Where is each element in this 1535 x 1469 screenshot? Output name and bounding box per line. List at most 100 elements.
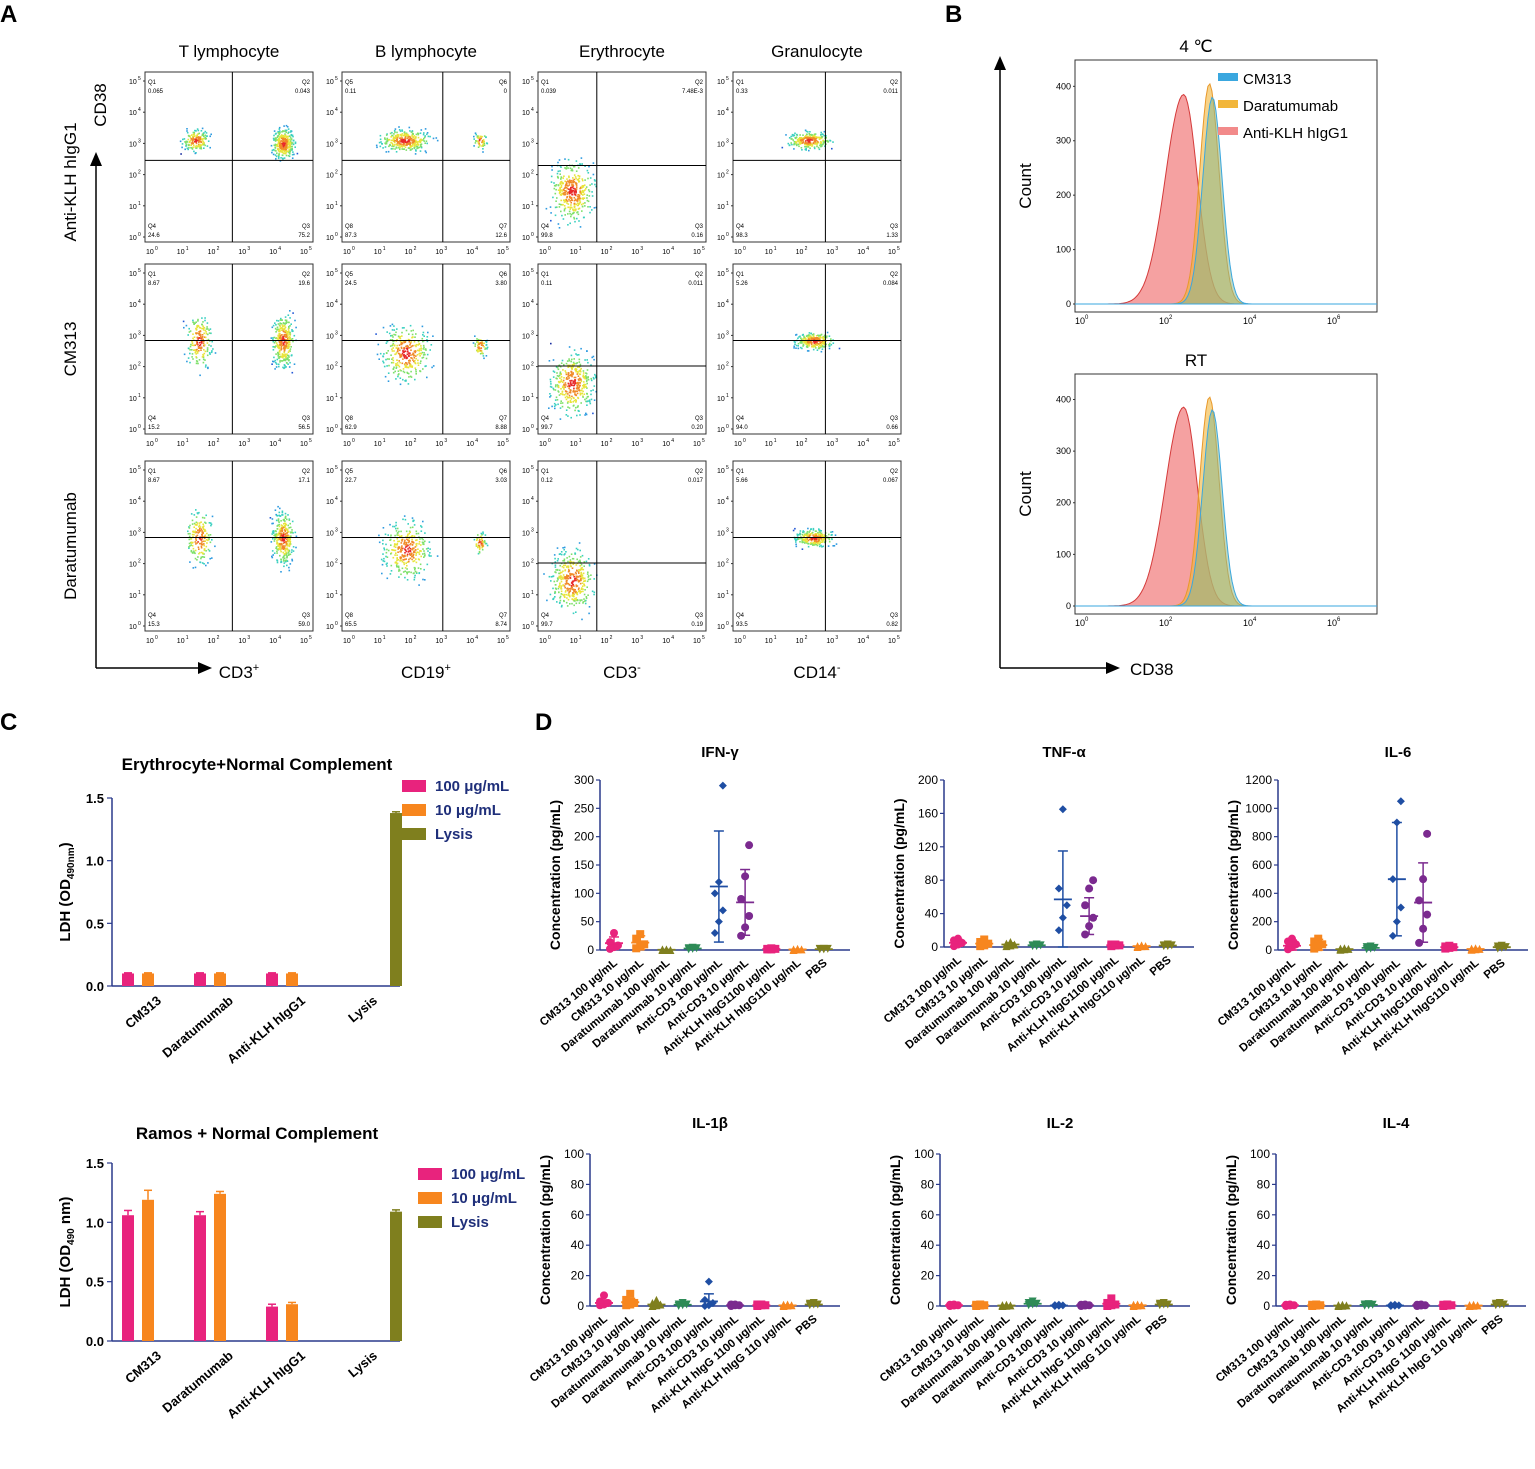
event-dot bbox=[201, 336, 204, 338]
event-dot bbox=[179, 140, 182, 143]
event-dot bbox=[290, 149, 292, 151]
event-dot bbox=[202, 338, 204, 341]
event-dot bbox=[587, 378, 590, 381]
event-dot bbox=[581, 585, 584, 587]
event-dot bbox=[278, 151, 281, 153]
event-dot bbox=[291, 371, 294, 374]
event-dot bbox=[195, 141, 197, 143]
event-dot bbox=[417, 344, 420, 346]
event-dot bbox=[411, 130, 414, 132]
event-dot bbox=[192, 530, 194, 533]
event-dot bbox=[287, 143, 289, 145]
event-dot bbox=[275, 132, 277, 135]
event-dot bbox=[483, 357, 485, 360]
event-dot bbox=[276, 319, 278, 322]
event-dot bbox=[385, 555, 387, 558]
event-dot bbox=[554, 566, 557, 568]
event-dot bbox=[568, 594, 571, 597]
event-dot bbox=[390, 354, 392, 356]
quadrant-value: 0.66 bbox=[886, 425, 898, 431]
event-dot bbox=[202, 134, 204, 136]
y-tick-base: 10 bbox=[522, 593, 530, 600]
quadrant-value: 22.7 bbox=[345, 478, 357, 484]
x-tick-exp: 5 bbox=[309, 438, 312, 444]
row-label: Daratumumab bbox=[61, 492, 80, 600]
event-dot bbox=[560, 378, 563, 381]
event-dot bbox=[806, 530, 809, 533]
event-dot bbox=[284, 552, 287, 555]
event-dot bbox=[582, 191, 585, 194]
event-dot bbox=[587, 576, 590, 578]
event-dot bbox=[287, 531, 290, 533]
event-dot bbox=[577, 204, 579, 207]
event-dot bbox=[192, 567, 195, 569]
event-dot bbox=[403, 542, 406, 544]
event-dot bbox=[410, 365, 412, 367]
event-dot bbox=[286, 342, 289, 344]
event-dot bbox=[398, 353, 401, 355]
x-tick-exp: 4 bbox=[475, 635, 478, 641]
event-dot bbox=[275, 337, 277, 340]
event-dot bbox=[804, 135, 806, 138]
event-dot bbox=[396, 135, 398, 137]
x-tick-base: 10 bbox=[405, 638, 413, 645]
event-dot bbox=[281, 525, 284, 527]
event-dot bbox=[410, 357, 412, 359]
event-dot bbox=[410, 131, 413, 133]
event-dot bbox=[407, 372, 410, 375]
event-dot bbox=[588, 165, 590, 168]
x-tick-base: 10 bbox=[238, 249, 246, 256]
event-dot bbox=[805, 149, 807, 151]
event-dot bbox=[477, 552, 480, 555]
event-dot bbox=[407, 551, 410, 553]
event-dot bbox=[583, 598, 585, 600]
event-dot bbox=[291, 338, 294, 340]
event-dot bbox=[565, 414, 568, 416]
quadrant-name: Q3 bbox=[302, 224, 311, 230]
event-dot bbox=[584, 414, 586, 416]
event-dot bbox=[566, 165, 568, 168]
event-dot bbox=[409, 553, 411, 555]
event-dot bbox=[568, 192, 571, 195]
event-dot bbox=[288, 145, 290, 148]
event-dot bbox=[203, 529, 206, 532]
quadrant-value: 0.011 bbox=[688, 281, 703, 287]
event-dot bbox=[410, 341, 413, 343]
y-tick-exp: 2 bbox=[335, 559, 338, 565]
event-dot bbox=[826, 335, 828, 337]
event-dot bbox=[563, 594, 565, 597]
event-dot bbox=[286, 136, 288, 138]
event-dot bbox=[394, 534, 396, 537]
event-dot bbox=[560, 586, 562, 588]
event-dot bbox=[571, 374, 573, 377]
event-dot bbox=[558, 381, 561, 384]
event-dot bbox=[191, 533, 194, 536]
event-dot bbox=[563, 553, 565, 556]
event-dot bbox=[286, 335, 288, 337]
event-dot bbox=[577, 575, 579, 578]
event-dot bbox=[202, 325, 204, 327]
event-dot bbox=[423, 335, 425, 337]
y-tick-exp: 1 bbox=[531, 201, 534, 207]
event-dot bbox=[277, 355, 280, 357]
event-dot bbox=[555, 188, 557, 191]
event-dot bbox=[824, 534, 826, 536]
event-dot bbox=[565, 398, 568, 401]
event-dot bbox=[280, 338, 283, 341]
event-dot bbox=[284, 366, 286, 369]
event-dot bbox=[819, 336, 821, 339]
event-dot bbox=[411, 135, 413, 137]
event-dot bbox=[271, 550, 274, 552]
event-dot bbox=[188, 547, 190, 549]
event-dot bbox=[556, 172, 559, 175]
event-dot bbox=[580, 380, 583, 383]
event-dot bbox=[831, 147, 833, 150]
event-dot bbox=[572, 208, 574, 211]
event-dot bbox=[406, 135, 409, 137]
event-dot bbox=[283, 341, 286, 344]
event-dot bbox=[580, 367, 582, 370]
y-tick-exp: 4 bbox=[726, 107, 729, 113]
event-dot bbox=[420, 530, 423, 532]
event-dot bbox=[423, 552, 426, 555]
y-tick-exp: 1 bbox=[335, 393, 338, 399]
